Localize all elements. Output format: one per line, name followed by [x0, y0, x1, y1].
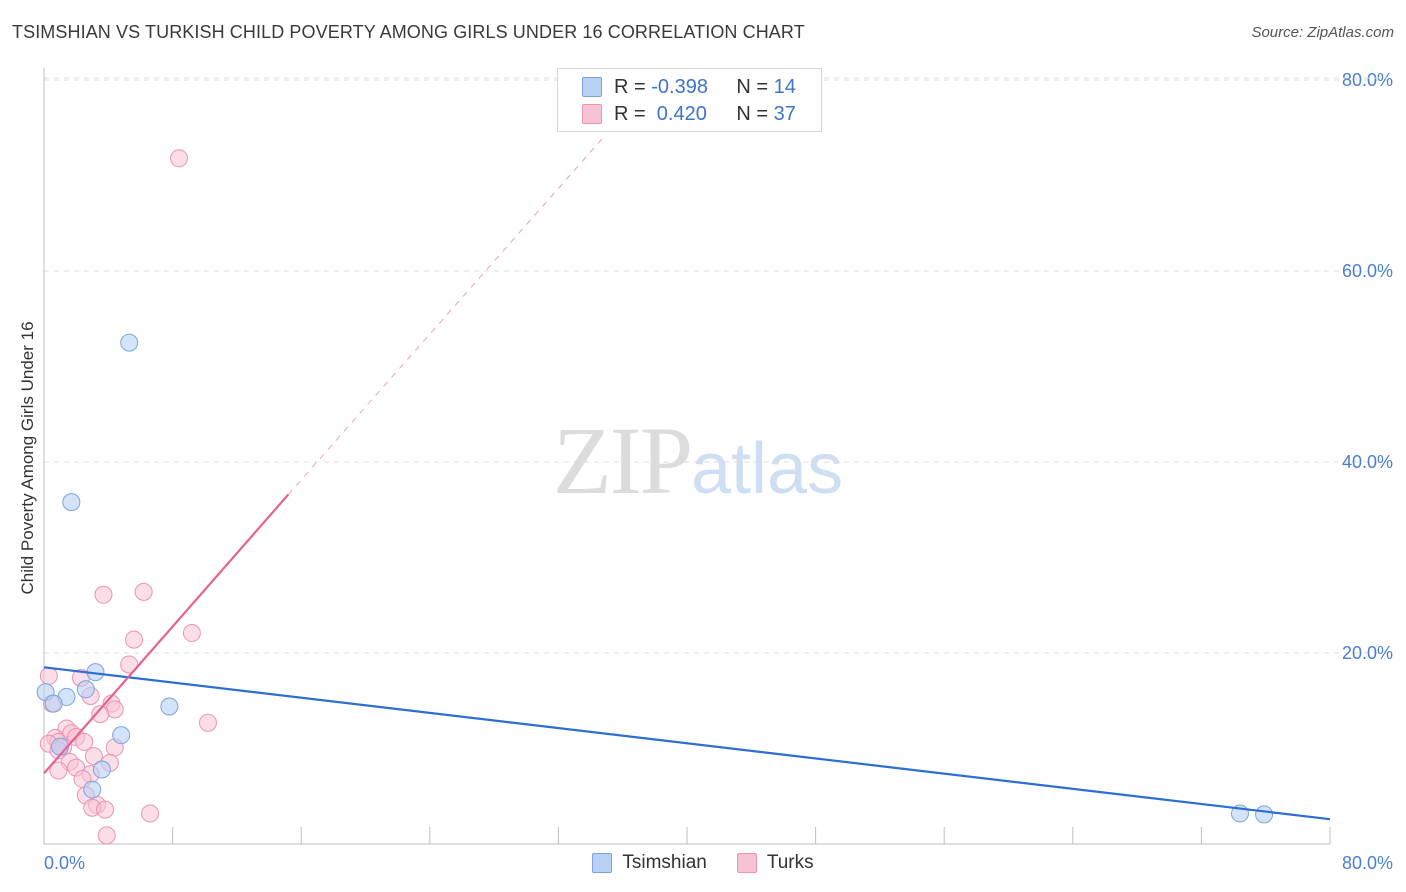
turks-point — [170, 149, 189, 168]
turks-trendline-extension — [287, 136, 604, 495]
tsimshian-point — [160, 697, 179, 716]
watermark-atlas: atlas — [691, 429, 844, 509]
y-tick-label: 20.0% — [1342, 643, 1393, 663]
tsimshian-point — [62, 493, 81, 512]
turks-point — [120, 655, 139, 674]
turks-point — [97, 826, 116, 845]
turks-point — [141, 804, 160, 823]
turks-point — [91, 705, 110, 724]
turks-point — [134, 582, 153, 601]
chart-title: TSIMSHIAN VS TURKISH CHILD POVERTY AMONG… — [12, 22, 805, 42]
tsimshian-point — [44, 694, 63, 713]
turks-point — [94, 585, 113, 604]
legend-label: Turks — [766, 852, 814, 873]
y-axis-label: Child Poverty Among Girls Under 16 — [18, 321, 37, 595]
turks-swatch — [582, 104, 602, 124]
tsimshian-trendline — [43, 666, 1331, 821]
tsimshian-point — [76, 680, 95, 699]
r-value: -0.398 — [651, 75, 708, 98]
source-label: Source: ZipAtlas.com — [1251, 24, 1394, 41]
legend-row-turks: R = 0.420 N = 37 — [582, 102, 796, 126]
n-label: N = — [736, 102, 769, 125]
watermark-zip: ZIP — [553, 407, 693, 514]
tsimshian-point — [1255, 805, 1274, 824]
y-tick-label: 80.0% — [1342, 70, 1393, 90]
legend-label: Tsimshian — [622, 852, 707, 873]
tsimshian-point — [112, 726, 131, 745]
tsimshian-point — [92, 760, 111, 779]
turks-point — [84, 747, 103, 766]
r-label: R = — [614, 102, 646, 125]
turks-point — [49, 761, 68, 780]
r-value: 0.420 — [651, 102, 707, 125]
n-value: 14 — [773, 75, 796, 98]
turks-point — [75, 732, 94, 751]
correlation-legend: R = -0.398 N = 14 R = 0.420 N = 37 — [557, 68, 822, 132]
turks-legend-swatch — [736, 853, 757, 873]
tsimshian-point — [120, 333, 139, 352]
tsimshian-legend-swatch — [592, 853, 613, 873]
y-tick-label: 60.0% — [1342, 261, 1393, 281]
watermark: ZIPatlas — [553, 405, 843, 516]
turks-trendline — [43, 493, 290, 775]
legend-row-tsimshian: R = -0.398 N = 14 — [582, 75, 796, 99]
turks-point — [182, 623, 201, 642]
turks-point — [96, 800, 115, 819]
series-legend: Tsimshian Turks — [0, 852, 1406, 874]
n-label: N = — [736, 75, 769, 98]
tsimshian-point — [83, 780, 102, 799]
y-tick-label: 40.0% — [1342, 452, 1393, 472]
x-tick-label: 80.0% — [1342, 853, 1393, 873]
n-value: 37 — [773, 102, 796, 125]
turks-point — [125, 630, 144, 649]
legend-item-turks[interactable]: Turks — [736, 852, 814, 874]
tsimshian-swatch — [582, 77, 602, 97]
legend-item-tsimshian[interactable]: Tsimshian — [592, 852, 707, 874]
turks-point — [198, 713, 217, 732]
turks-point — [39, 666, 58, 685]
r-label: R = — [614, 75, 646, 98]
x-tick-label: 0.0% — [44, 853, 85, 873]
